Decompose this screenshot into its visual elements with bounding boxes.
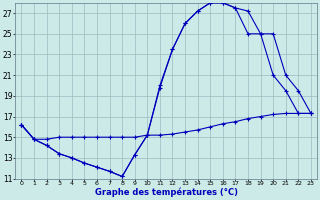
X-axis label: Graphe des températures (°C): Graphe des températures (°C) <box>95 188 238 197</box>
